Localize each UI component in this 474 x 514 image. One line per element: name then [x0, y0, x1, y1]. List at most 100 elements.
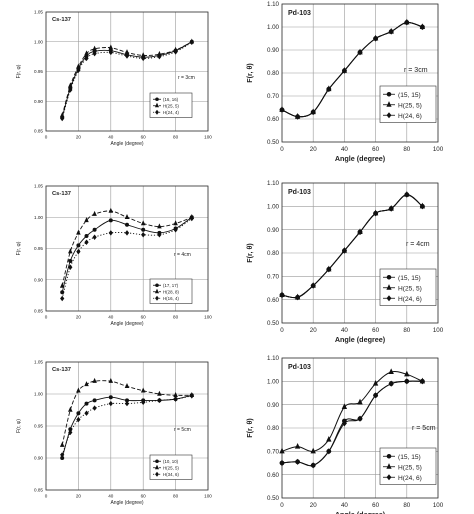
series-line-2: [281, 370, 423, 452]
y-axis-label: F(r, φ): [16, 241, 22, 255]
data-point-s3: [357, 228, 363, 236]
data-point-s2: [372, 379, 379, 386]
data-point-s3: [295, 458, 301, 465]
data-point-s2: [124, 49, 130, 55]
legend-marker: [386, 112, 392, 119]
data-point-s2: [140, 220, 146, 226]
y-axis-label: F(r, φ): [16, 419, 22, 433]
legend-entry: H(25, 5): [163, 465, 179, 470]
legend-entry: H(25, 5): [398, 464, 422, 471]
y-tick-label: 0.50: [267, 495, 280, 502]
data-point-s3: [76, 248, 81, 255]
legend: (10, 10)H(25, 5) H(34, 6): [149, 454, 193, 480]
data-point-s3: [404, 378, 410, 385]
legend-marker: [155, 109, 159, 115]
data-point-s3: [68, 429, 73, 436]
chart-title: Pd-103: [288, 189, 311, 196]
x-tick-label: 60: [372, 327, 379, 334]
x-tick-label: 40: [341, 146, 348, 153]
x-tick-label: 20: [310, 146, 317, 153]
data-point-s3: [92, 234, 97, 240]
data-point-s2: [108, 44, 114, 50]
data-point-s2: [76, 229, 81, 235]
data-point-s3: [419, 378, 425, 385]
legend: (15, 15) H(25, 5) H(24, 6): [379, 268, 437, 306]
legend: (17, 17)H(28, 8) H(16, 4): [149, 278, 193, 304]
data-point-s3: [279, 291, 285, 299]
y-axis-label: F(r, θ): [245, 63, 254, 83]
data-point-s3: [60, 452, 65, 458]
y-tick-label: 0.85: [34, 129, 43, 134]
data-point-s3: [60, 115, 65, 122]
data-point-s3: [310, 282, 316, 289]
legend-entry: (17, 17): [163, 283, 179, 288]
y-tick-label: 0.70: [267, 449, 280, 456]
data-point-s2: [357, 398, 363, 405]
data-point-s2: [341, 403, 348, 410]
x-tick-label: 40: [341, 502, 348, 509]
plot-frame: [281, 182, 439, 324]
data-point-s2: [140, 387, 146, 393]
y-tick-label: 0.90: [34, 99, 43, 104]
data-point-s3: [68, 264, 73, 270]
data-point-s3: [388, 205, 394, 212]
data-point-s2: [173, 391, 178, 397]
legend-entry: (15, 15): [398, 92, 421, 99]
data-point-s2: [157, 390, 162, 396]
x-tick-label: 20: [310, 502, 317, 509]
x-tick-label: 20: [76, 315, 82, 320]
legend-marker: [154, 102, 160, 108]
data-point-s3: [108, 49, 113, 56]
data-point-s3: [419, 203, 425, 210]
data-point-s2: [84, 50, 89, 56]
data-point-s3: [84, 410, 89, 416]
data-point-s3: [341, 67, 347, 74]
legend-marker: [386, 295, 392, 302]
chart-title: Cs-137: [52, 191, 71, 197]
data-point-s2: [108, 377, 114, 383]
data-point-s1: [68, 259, 73, 263]
series-line-3: [281, 380, 423, 467]
x-tick-label: 20: [310, 327, 317, 334]
data-point-s3: [189, 39, 194, 46]
data-point-s3: [279, 459, 285, 467]
legend-entry: H(34, 6): [163, 472, 179, 477]
data-point-s3: [84, 55, 89, 62]
legend-entry: H(25, 5): [398, 102, 422, 109]
data-point-s3: [404, 19, 410, 26]
plot-frame: [45, 11, 209, 132]
data-point-s3: [141, 399, 146, 406]
data-point-s3: [419, 23, 425, 31]
x-tick-label: 60: [141, 135, 147, 140]
data-point-s2: [124, 213, 130, 219]
y-tick-label: 0.85: [34, 488, 43, 493]
x-tick-label: 40: [108, 135, 114, 140]
data-point-s3: [404, 191, 410, 198]
series-line-3: [281, 194, 423, 299]
data-point-s2: [84, 381, 89, 387]
x-tick-label: 0: [280, 327, 284, 334]
data-point-s2: [68, 82, 73, 88]
legend-marker: [386, 284, 392, 290]
legend-entry: H(24, 6): [398, 113, 422, 120]
x-tick-label: 80: [403, 502, 410, 509]
data-point-s3: [388, 380, 394, 387]
data-point-s3: [388, 28, 394, 35]
legend-marker: [386, 101, 392, 107]
legend-entry: H(24, 6): [398, 475, 422, 482]
data-point-s3: [141, 55, 146, 62]
data-point-s3: [326, 266, 332, 273]
legend-entry: H(24, 6): [398, 296, 422, 303]
y-tick-label: 0.90: [34, 277, 43, 282]
y-tick-label: 1.00: [34, 39, 43, 44]
data-point-s2: [92, 377, 97, 383]
data-point-s2: [92, 210, 97, 216]
data-point-s1: [92, 227, 97, 232]
data-point-s3: [173, 396, 178, 402]
data-point-s3: [326, 86, 332, 93]
data-point-s1: [141, 227, 146, 232]
data-point-s3: [295, 294, 301, 301]
data-point-s3: [108, 400, 113, 407]
x-tick-label: 100: [433, 327, 444, 334]
distance-annotation: r = 3cm: [404, 67, 428, 74]
